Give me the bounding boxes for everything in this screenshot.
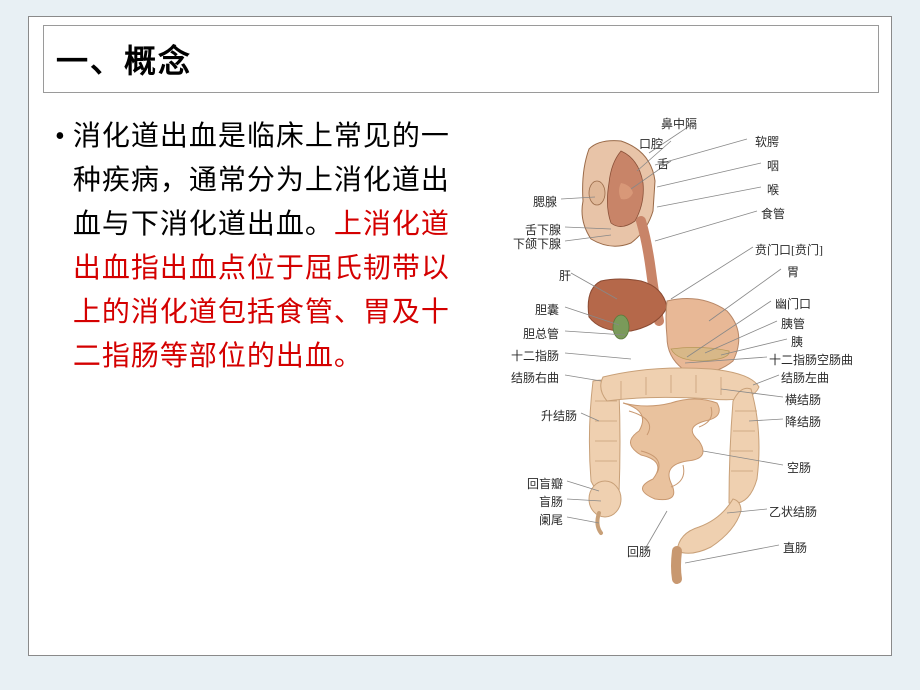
gallbladder — [613, 315, 629, 339]
anatomy-label: 胃 — [787, 263, 799, 280]
anatomy-label: 回肠 — [627, 543, 651, 560]
anatomy-label: 回盲瓣 — [527, 475, 563, 492]
anatomy-label: 横结肠 — [785, 391, 821, 408]
bullet-block: • 消化道出血是临床上常见的一种疾病，通常分为上消化道出血与下消化道出血。上消化… — [43, 111, 463, 379]
anatomy-label: 乙状结肠 — [769, 503, 817, 520]
title-box: 一、概念 — [43, 25, 879, 93]
anatomy-label: 肝 — [559, 267, 571, 284]
slide: 一、概念 • 消化道出血是临床上常见的一种疾病，通常分为上消化道出血与下消化道出… — [28, 16, 892, 656]
rectum — [676, 551, 677, 579]
anatomy-label: 下颌下腺 — [513, 235, 561, 252]
anatomy-label: 鼻中隔 — [661, 115, 697, 132]
anatomy-label: 胰管 — [781, 315, 805, 332]
anatomy-label: 贲门口[贲门] — [755, 241, 823, 258]
anatomy-label: 十二指肠 — [511, 347, 559, 364]
body-text: 消化道出血是临床上常见的一种疾病，通常分为上消化道出血与下消化道出血。上消化道出… — [73, 115, 463, 379]
anatomy-label: 盲肠 — [539, 493, 563, 510]
anatomy-label: 直肠 — [783, 539, 807, 556]
anatomy-label: 腮腺 — [533, 193, 557, 210]
anatomy-label: 食管 — [761, 205, 785, 222]
anatomy-label: 十二指肠空肠曲 — [769, 351, 853, 368]
anatomy-label: 舌 — [657, 155, 669, 172]
anatomy-label: 结肠左曲 — [781, 369, 829, 386]
anatomy-label: 软腭 — [755, 133, 779, 150]
anatomy-label: 咽 — [767, 157, 779, 174]
slide-title: 一、概念 — [56, 36, 192, 82]
anatomy-label: 口腔 — [639, 135, 663, 152]
anatomy-label: 降结肠 — [785, 413, 821, 430]
anatomy-label: 胆囊 — [535, 301, 559, 318]
anatomy-label: 胆总管 — [523, 325, 559, 342]
anatomy-label: 结肠右曲 — [511, 369, 559, 386]
content-row: • 消化道出血是临床上常见的一种疾病，通常分为上消化道出血与下消化道出血。上消化… — [43, 111, 879, 611]
anatomy-label: 空肠 — [787, 459, 811, 476]
anatomy-label: 阑尾 — [539, 511, 563, 528]
anatomy-label: 喉 — [767, 181, 779, 198]
anatomy-label: 升结肠 — [541, 407, 577, 424]
bullet-icon: • — [55, 115, 65, 159]
anatomy-label: 胰 — [791, 333, 803, 350]
digestive-system-diagram: 腮腺舌下腺下颌下腺肝胆囊胆总管十二指肠结肠右曲升结肠回盲瓣盲肠阑尾回肠鼻中隔口腔… — [471, 111, 869, 611]
anatomy-label: 幽门口 — [775, 295, 811, 312]
